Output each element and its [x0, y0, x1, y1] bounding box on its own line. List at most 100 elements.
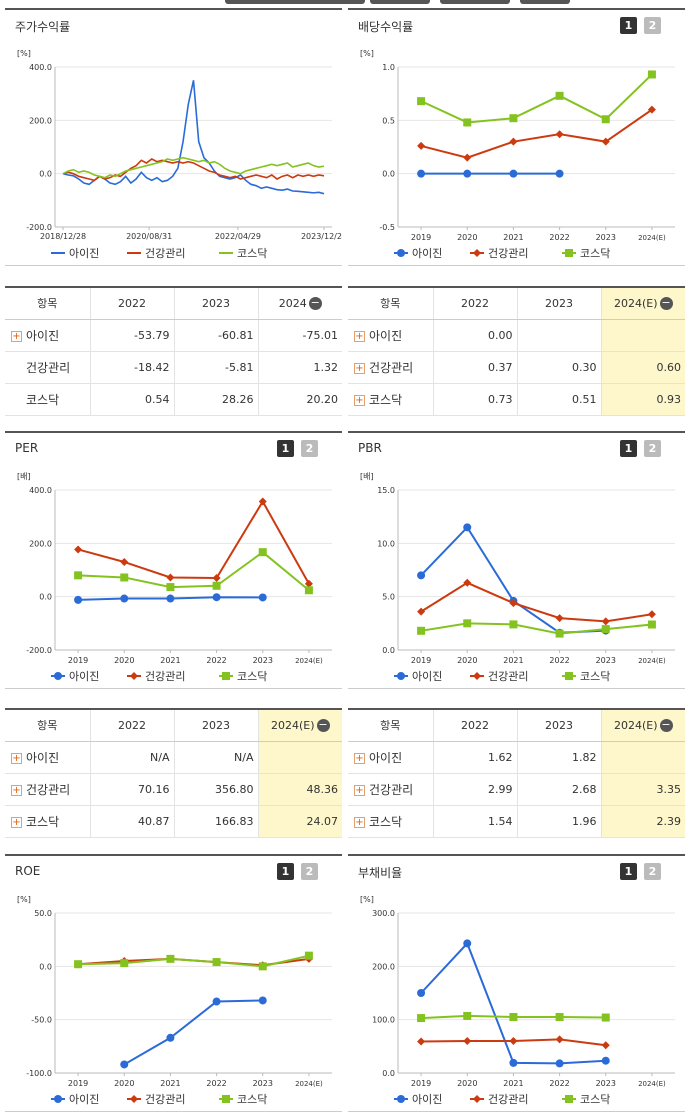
row-label[interactable]: + 건강관리 [348, 773, 433, 806]
legend-label: 아이진 [412, 670, 442, 683]
expand-icon[interactable]: + [354, 394, 365, 406]
collapse-icon[interactable]: − [316, 718, 330, 732]
view-1-button[interactable]: 1 [620, 863, 637, 880]
data-point [120, 1060, 129, 1069]
table-cell [600, 319, 685, 352]
view-1-button[interactable]: 1 [620, 440, 637, 457]
table-cell: -53.79 [89, 319, 174, 352]
data-point [304, 586, 313, 595]
view-2-button[interactable]: 2 [644, 17, 661, 34]
data-point [601, 115, 610, 124]
view-2-button[interactable]: 2 [644, 863, 661, 880]
col-header: 2022 [89, 710, 174, 742]
y-tick-label: 0.0 [382, 646, 395, 655]
row-label[interactable]: + 코스닥 [348, 383, 433, 416]
view-1-button[interactable]: 1 [277, 863, 294, 880]
x-tick-label: 2023 [596, 1079, 616, 1088]
expand-icon[interactable]: + [354, 752, 365, 764]
table-cell: 356.80 [173, 773, 258, 806]
x-tick-label: 2024(E) [295, 1080, 323, 1088]
x-tick-label: 2023 [253, 656, 273, 665]
view-2-button[interactable]: 2 [301, 863, 318, 880]
row-label[interactable]: + 아이진 [348, 319, 433, 352]
collapse-icon[interactable]: − [308, 296, 322, 310]
data-point [555, 169, 564, 178]
series-line [62, 158, 325, 182]
data-point [509, 1037, 518, 1045]
table-cell: 48.36 [257, 773, 342, 806]
table-cell: -5.81 [173, 351, 258, 384]
row-label: 코스닥 [5, 383, 90, 416]
data-point [304, 951, 313, 960]
collapse-icon[interactable]: − [659, 718, 673, 732]
data-point [258, 962, 267, 971]
x-tick-label: 2021 [160, 1079, 180, 1088]
y-tick-label: 100.0 [372, 1016, 395, 1025]
series-line [77, 499, 310, 585]
row-label[interactable]: + 코스닥 [348, 805, 433, 838]
col-header: 2024(E) − [600, 288, 685, 320]
y-tick-label: 400.0 [29, 486, 52, 495]
data-point [509, 169, 518, 178]
data-point [565, 1095, 573, 1103]
expand-icon[interactable]: + [11, 816, 22, 828]
col-header: 2022 [89, 288, 174, 320]
view-2-button[interactable]: 2 [644, 440, 661, 457]
table-row: + 아이진 N/A N/A [5, 741, 342, 774]
debt-ratio-panel: 부채비율 1 2 [%] 300.0 200.0 100.0 0.0 2019 2020 20… [348, 854, 685, 1112]
table-cell: 0.51 [516, 383, 601, 416]
expand-icon[interactable]: + [11, 752, 22, 764]
row-label[interactable]: + 아이진 [348, 741, 433, 774]
data-point [212, 958, 221, 967]
table-row: + 건강관리 2.99 2.68 3.35 [348, 773, 685, 806]
axis-unit: [%] [360, 895, 374, 904]
view-2-button[interactable]: 2 [301, 440, 318, 457]
y-tick-label: 400.0 [29, 63, 52, 72]
data-point [74, 571, 83, 580]
collapse-icon[interactable]: − [659, 296, 673, 310]
x-tick-label: 2023 [596, 656, 616, 665]
expand-icon[interactable]: + [11, 784, 22, 796]
y-tick-label: -0.5 [379, 223, 395, 232]
table-row: 코스닥 0.54 28.26 20.20 [5, 383, 342, 416]
table-cell: 3.35 [600, 773, 685, 806]
row-label[interactable]: + 아이진 [5, 319, 90, 352]
y-tick-label: -50.0 [31, 1016, 52, 1025]
axis-unit: [배] [360, 472, 374, 481]
table-cell: -75.01 [257, 319, 342, 352]
x-tick-label: 2023 [253, 1079, 273, 1088]
expand-icon[interactable]: + [354, 816, 365, 828]
view-1-button[interactable]: 1 [620, 17, 637, 34]
legend-label: 건강관리 [488, 247, 528, 260]
expand-icon[interactable]: + [354, 330, 365, 342]
expand-icon[interactable]: + [354, 784, 365, 796]
col-header-label: 2024 [278, 296, 307, 310]
table-cell: N/A [173, 741, 258, 774]
table-row: + 코스닥 1.54 1.96 2.39 [348, 805, 685, 838]
x-tick-label: 2022 [549, 233, 569, 242]
expand-icon[interactable]: + [11, 330, 22, 342]
data-point [555, 1035, 564, 1044]
row-label[interactable]: + 건강관리 [348, 351, 433, 384]
row-label[interactable]: + 아이진 [5, 741, 90, 774]
pbr-chart: [배]15.0 10.0 5.0 0.0 2019 2020 2021 2022 2023 202… [360, 472, 675, 683]
data-point [463, 939, 472, 948]
y-tick-label: 15.0 [377, 486, 395, 495]
x-tick-label: 2024(E) [638, 234, 666, 242]
col-header-label: 2024(E) [613, 718, 658, 732]
expand-icon[interactable]: + [354, 362, 365, 374]
row-label[interactable]: + 건강관리 [5, 773, 90, 806]
view-1-button[interactable]: 1 [277, 440, 294, 457]
axis-unit: [배] [17, 472, 31, 481]
x-tick-label: 2021 [503, 233, 523, 242]
legend-label: 건강관리 [145, 670, 185, 683]
data-point [565, 672, 573, 680]
data-point [417, 571, 426, 580]
row-label[interactable]: + 코스닥 [5, 805, 90, 838]
data-point [222, 672, 230, 680]
x-tick-label: 2021 [160, 656, 180, 665]
x-tick-label: 2020 [114, 656, 134, 665]
table-cell: 28.26 [173, 383, 258, 416]
row-label-text: 아이진 [369, 328, 403, 343]
per-chart: [배] 400.0 200.0 0.0 -200.0 2019 2020 2021 2022 20… [17, 472, 332, 683]
